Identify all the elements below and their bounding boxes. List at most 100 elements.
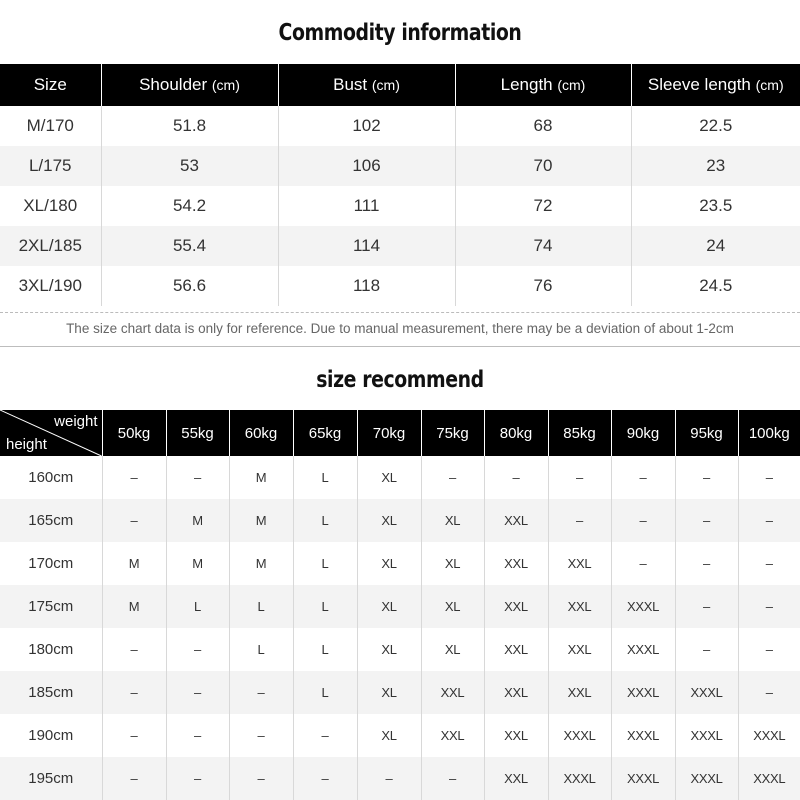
size-cell: XL	[356, 714, 421, 757]
weight-header: 65kg	[292, 410, 357, 456]
weight-header: 100kg	[737, 410, 800, 456]
recommend-header-row: weight height 50kg 55kg 60kg 65kg 70kg 75kg 80…	[0, 410, 800, 456]
size-cell: XXL	[420, 714, 484, 757]
weight-header: 80kg	[483, 410, 548, 456]
table-row: 190cm – – – – XL XXL XXL XXXL XXXL XXXL XXXL	[0, 714, 800, 757]
table-cell: 106	[277, 146, 455, 186]
corner-height-label: height	[6, 436, 47, 453]
size-cell: XXXL	[610, 628, 675, 671]
table-row: 170cm M M M L XL XL XXL XXL – – –	[0, 542, 800, 585]
size-cell: L	[292, 671, 357, 714]
table-row: 185cm – – – L XL XXL XXL XXL XXXL XXXL –	[0, 671, 800, 714]
size-cell: –	[228, 714, 293, 757]
table-cell: 22.5	[630, 106, 800, 146]
header-size: Size	[0, 64, 101, 106]
table-cell: 2XL/185	[0, 226, 101, 266]
size-cell: –	[165, 757, 229, 800]
size-cell: L	[165, 585, 229, 628]
table-cell: 111	[277, 186, 455, 226]
size-cell: XL	[356, 585, 421, 628]
size-cell: L	[228, 585, 293, 628]
size-cell: –	[101, 456, 166, 499]
size-cell: M	[228, 499, 293, 542]
size-cell: M	[165, 542, 229, 585]
size-cell: –	[610, 499, 675, 542]
weight-header: 95kg	[674, 410, 738, 456]
commodity-table: Size Shoulder (cm) Bust (cm) Length (cm)…	[0, 64, 800, 306]
size-cell: –	[165, 628, 229, 671]
size-cell: –	[674, 456, 738, 499]
size-cell: L	[292, 499, 357, 542]
size-cell: –	[356, 757, 421, 800]
size-cell: –	[674, 585, 738, 628]
diagonal-line	[0, 410, 102, 456]
commodity-header-row: Size Shoulder (cm) Bust (cm) Length (cm)…	[0, 64, 800, 106]
table-cell: 114	[277, 226, 455, 266]
size-cell: XXXL	[547, 757, 611, 800]
size-cell: XXXL	[674, 757, 738, 800]
table-cell: 55.4	[100, 226, 278, 266]
height-cell: 160cm	[28, 469, 74, 486]
weight-header: 75kg	[420, 410, 484, 456]
header-sleeve-length: Sleeve length (cm)	[630, 64, 800, 106]
size-cell: –	[674, 499, 738, 542]
size-cell: XXL	[483, 671, 548, 714]
size-cell: L	[228, 628, 293, 671]
size-cell: –	[610, 542, 675, 585]
size-cell: L	[292, 585, 357, 628]
size-cell: –	[101, 628, 166, 671]
size-cell: –	[420, 456, 484, 499]
corner-weight-label: weight	[54, 413, 98, 430]
size-cell: XL	[420, 585, 484, 628]
height-cell: 195cm	[0, 757, 102, 800]
size-cell: XL	[356, 456, 421, 499]
size-cell: XXL	[483, 714, 548, 757]
size-cell: –	[165, 671, 229, 714]
weight-header: 90kg	[610, 410, 675, 456]
size-cell: XL	[420, 542, 484, 585]
height-cell: 170cm	[28, 555, 74, 572]
size-cell: –	[483, 456, 548, 499]
size-cell: XXL	[547, 542, 611, 585]
table-row: 165cm – M M L XL XL XXL – – – –	[0, 499, 800, 542]
size-cell: XXL	[483, 499, 548, 542]
size-cell: XXL	[547, 671, 611, 714]
dashed-divider	[0, 312, 800, 313]
table-cell: 3XL/190	[18, 276, 82, 295]
size-cell: XXXL	[674, 671, 738, 714]
table-cell: M/170	[26, 116, 74, 135]
table-row: 175cm M L L L XL XL XXL XXL XXXL – –	[0, 585, 800, 628]
size-cell: M	[101, 542, 166, 585]
size-cell: –	[165, 714, 229, 757]
size-cell: XXXL	[610, 757, 675, 800]
table-cell: XL/180	[23, 196, 78, 215]
weight-header: 70kg	[356, 410, 421, 456]
table-row: 180cm – – L L XL XL XXL XXL XXXL – –	[0, 628, 800, 671]
size-cell: –	[292, 714, 357, 757]
size-cell: –	[420, 757, 484, 800]
size-cell: –	[737, 456, 800, 499]
size-cell: XL	[356, 628, 421, 671]
table-row: 3XL/190 56.6 118 76 24.5	[0, 266, 800, 306]
height-cell: 185cm	[0, 671, 102, 714]
table-cell: 70	[454, 146, 631, 186]
size-cell: –	[674, 628, 738, 671]
table-row: 160cm – – M L XL – – – – – –	[0, 456, 800, 499]
size-cell: –	[737, 542, 800, 585]
size-cell: XXL	[483, 585, 548, 628]
size-cell: L	[292, 456, 357, 499]
size-cell: M	[228, 456, 293, 499]
table-cell: 23	[630, 146, 800, 186]
table-row: 195cm – – – – – – XXL XXXL XXXL XXXL XXXL	[0, 757, 800, 800]
recommend-title: size recommend	[316, 367, 484, 393]
header-shoulder: Shoulder (cm)	[100, 64, 278, 106]
size-cell: XXXL	[610, 714, 675, 757]
commodity-title: Commodity information	[278, 20, 522, 46]
size-cell: XXXL	[610, 671, 675, 714]
size-cell: L	[292, 542, 357, 585]
header-length: Length (cm)	[454, 64, 631, 106]
height-cell: 175cm	[0, 585, 102, 628]
size-cell: XL	[356, 499, 421, 542]
table-cell: 76	[454, 266, 631, 306]
size-cell: M	[228, 542, 293, 585]
